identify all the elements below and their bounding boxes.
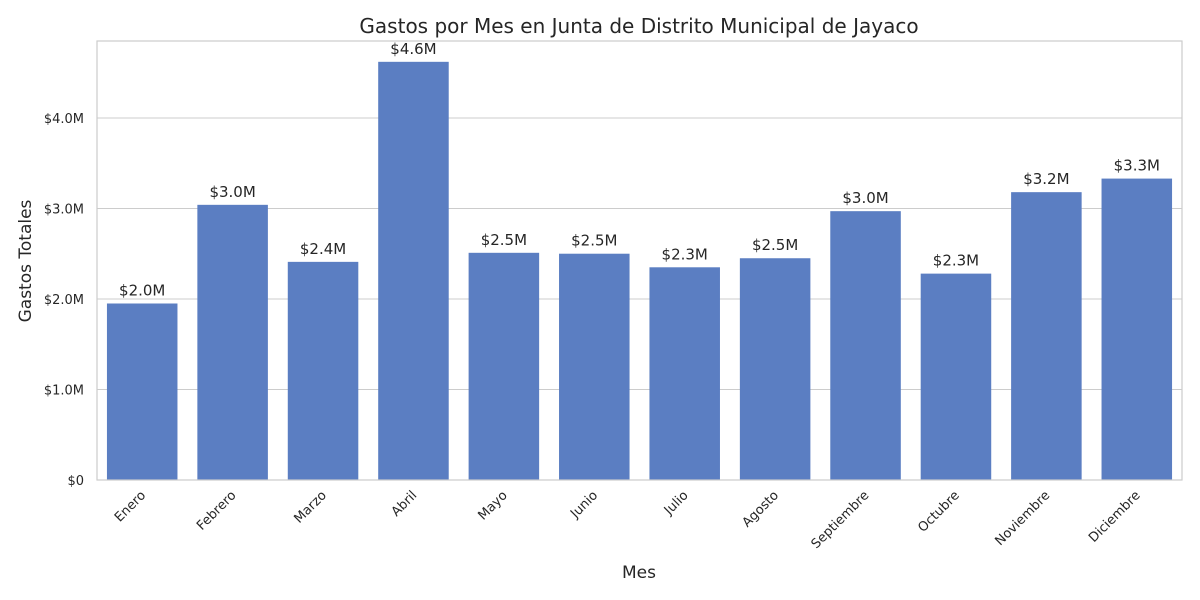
x-tick-label: Mayo xyxy=(475,488,510,523)
bars xyxy=(106,61,1173,481)
bar xyxy=(830,211,901,480)
bar-value-label: $2.5M xyxy=(571,232,617,250)
y-tick-label: $0 xyxy=(67,474,84,489)
bar-value-label: $2.5M xyxy=(752,236,798,254)
x-tick-label: Noviembre xyxy=(992,488,1053,549)
x-axis-ticks: Enero Febrero Marzo Abril Mayo Junio Julio Agos… xyxy=(112,488,1144,552)
y-axis-ticks: $0 $1.0M $2.0M $3.0M $4.0M xyxy=(44,112,84,489)
y-tick-label: $4.0M xyxy=(44,112,84,127)
y-tick-label: $3.0M xyxy=(44,202,84,217)
x-tick-label: Agosto xyxy=(740,488,782,530)
bar xyxy=(287,261,359,480)
bar-value-label: $3.2M xyxy=(1023,170,1069,188)
bar-value-label: $3.3M xyxy=(1114,157,1160,175)
x-tick-label: Marzo xyxy=(291,488,329,526)
y-tick-label: $1.0M xyxy=(44,383,84,398)
bar xyxy=(1011,192,1082,480)
bar xyxy=(739,258,811,480)
plot-frame xyxy=(96,40,1183,481)
x-tick-label: Diciembre xyxy=(1086,488,1144,546)
bar xyxy=(559,253,630,480)
bar-value-label: $2.3M xyxy=(662,245,708,263)
x-axis-label: Mes xyxy=(622,563,656,583)
bar-value-label: $2.4M xyxy=(300,240,346,258)
bar xyxy=(468,252,540,480)
x-tick-label: Enero xyxy=(112,488,149,525)
x-tick-label: Octubre xyxy=(915,488,962,535)
bar-value-label: $2.0M xyxy=(119,281,165,299)
chart-title: Gastos por Mes en Junta de Distrito Muni… xyxy=(359,14,918,38)
bar xyxy=(378,61,449,481)
bar-value-label: $2.3M xyxy=(933,252,979,270)
y-tick-label: $2.0M xyxy=(44,293,84,308)
bar xyxy=(197,204,268,480)
bar xyxy=(920,273,992,480)
x-tick-label: Septiembre xyxy=(809,488,873,552)
bar-value-label: $4.6M xyxy=(390,40,436,58)
bar xyxy=(1101,178,1173,481)
bar-value-label: $3.0M xyxy=(209,183,255,201)
x-tick-label: Abril xyxy=(389,488,421,520)
bar-value-label: $2.5M xyxy=(481,231,527,249)
bar xyxy=(106,303,178,480)
bar xyxy=(649,267,720,480)
x-tick-label: Febrero xyxy=(194,488,239,533)
data-labels: $2.0M $3.0M $2.4M $4.6M $2.5M $2.5M $2.3M $2.5M… xyxy=(119,40,1160,300)
x-tick-label: Junio xyxy=(567,488,601,522)
bar-value-label: $3.0M xyxy=(842,189,888,207)
y-axis-label: Gastos Totales xyxy=(16,199,36,322)
x-tick-label: Julio xyxy=(661,488,692,519)
